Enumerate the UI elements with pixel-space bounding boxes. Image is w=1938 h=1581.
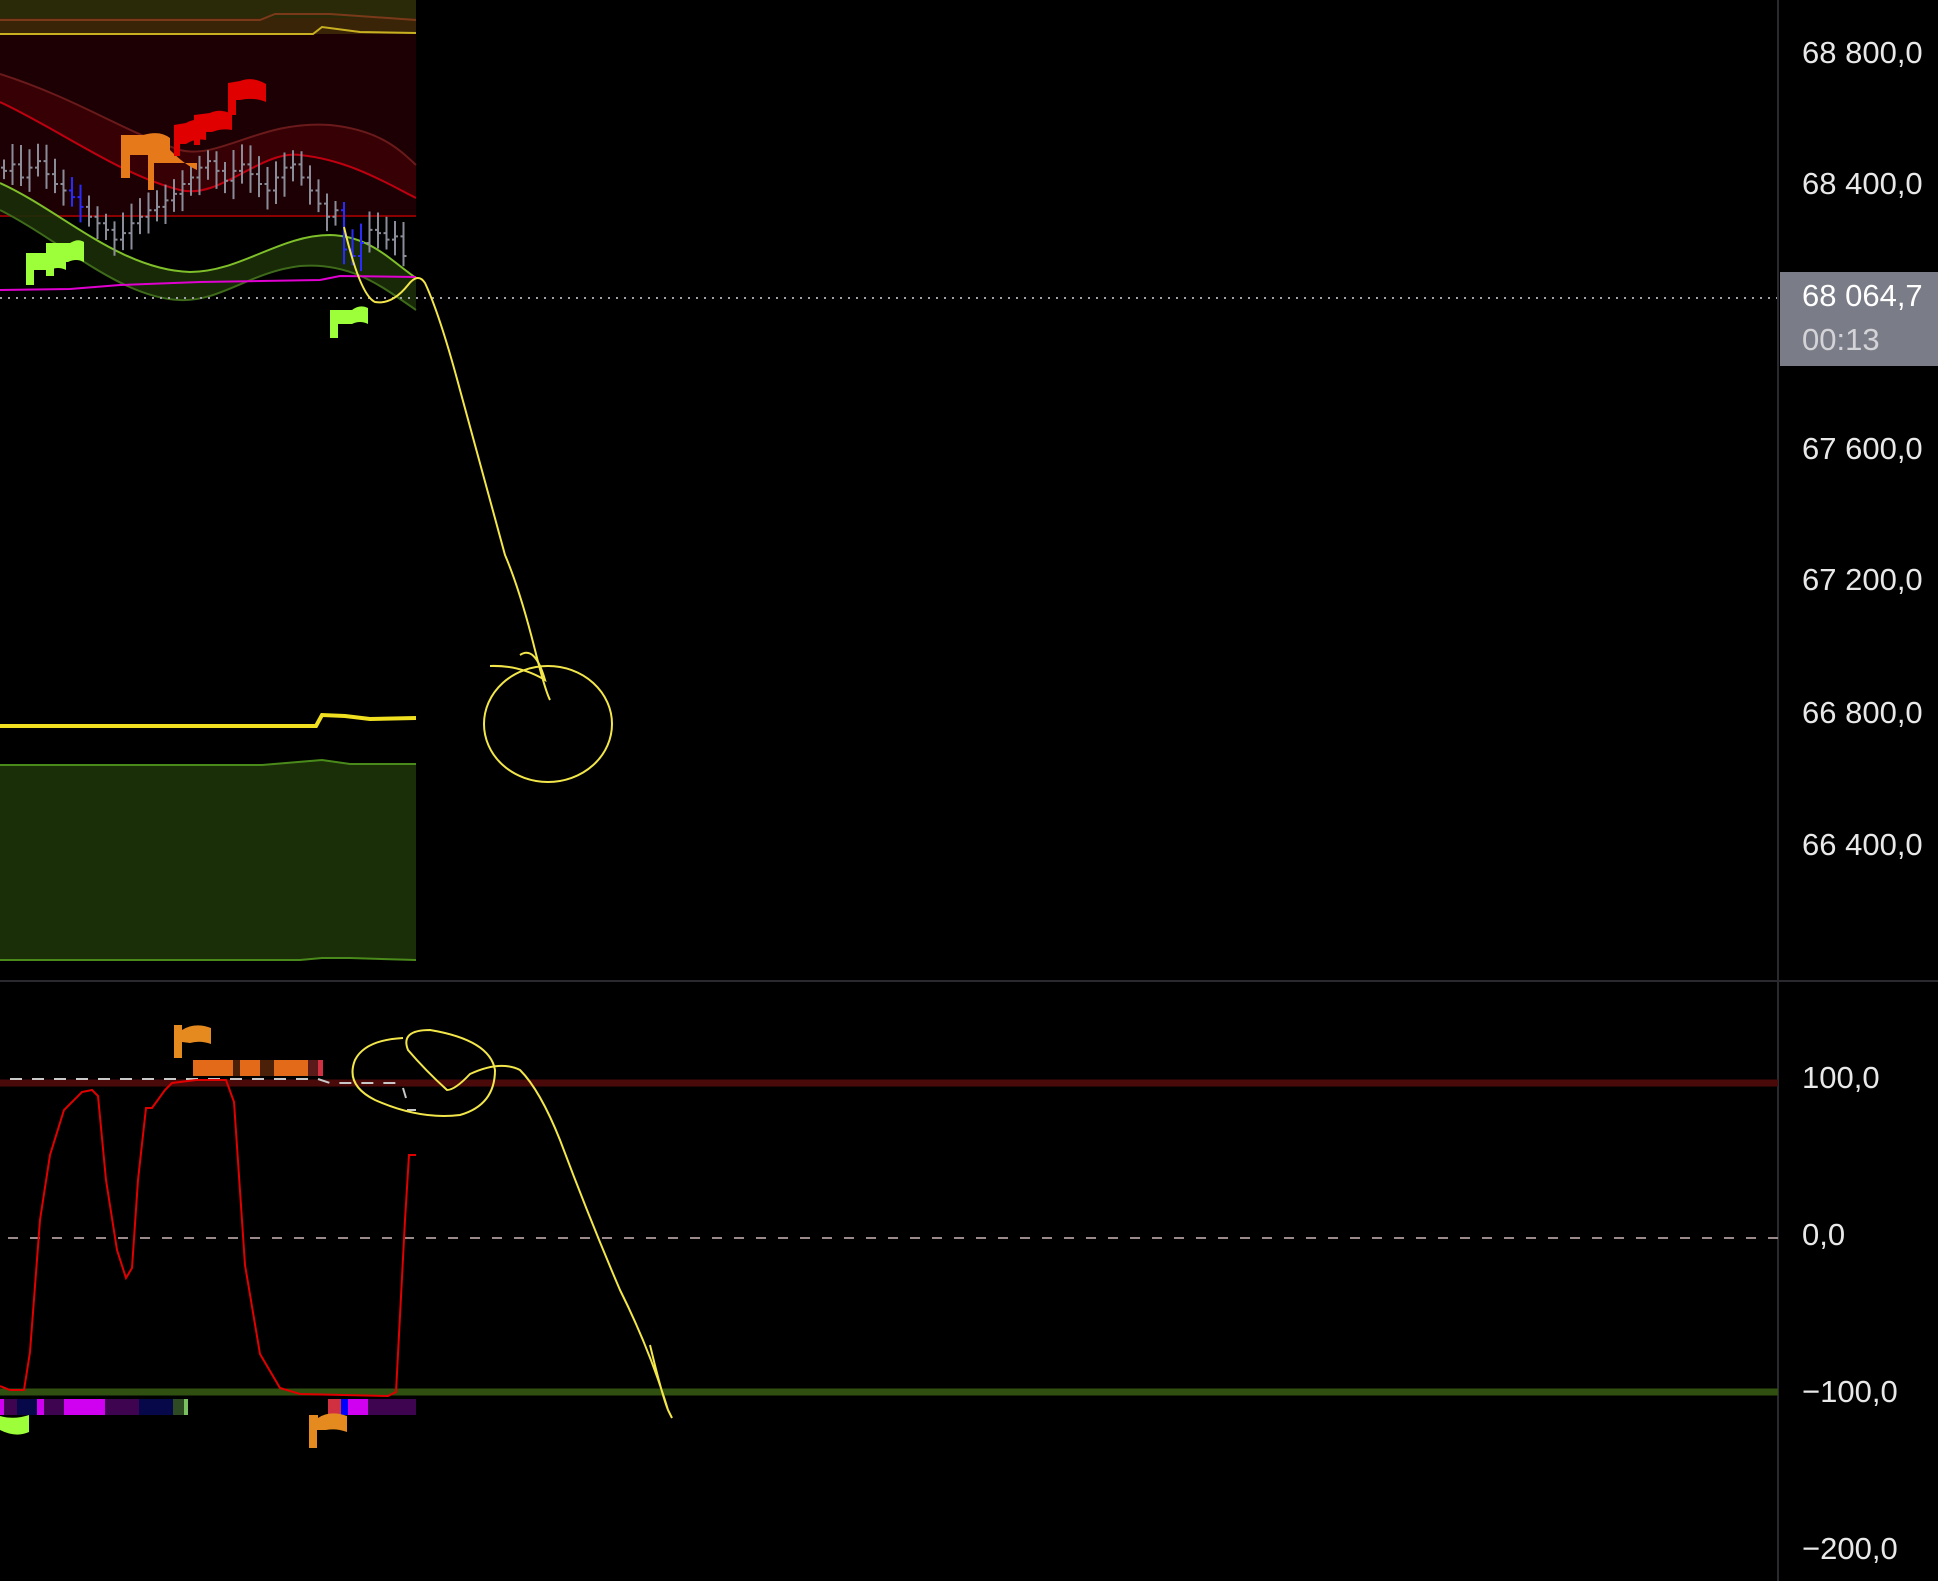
price-label: 68 800,0 xyxy=(1802,35,1923,70)
candle xyxy=(26,149,33,192)
oscillator-label: −200,0 xyxy=(1802,1531,1898,1566)
oscillator-label: −100,0 xyxy=(1802,1374,1898,1409)
oscillator-label: 0,0 xyxy=(1802,1217,1846,1252)
candle xyxy=(400,221,407,267)
candle xyxy=(86,195,92,227)
price-label: 68 400,0 xyxy=(1802,166,1923,201)
last-price-tag: 68 064,7 00:13 xyxy=(1780,272,1938,366)
candle xyxy=(307,165,313,205)
bear-flag-icon xyxy=(228,79,266,115)
oversold-bar xyxy=(0,1399,416,1415)
candle xyxy=(52,158,58,194)
candle xyxy=(247,145,254,193)
candle xyxy=(290,150,296,182)
price-label: 66 800,0 xyxy=(1802,695,1923,730)
candle xyxy=(154,190,160,222)
freehand-drawing-oscillator[interactable] xyxy=(351,1028,673,1419)
oscillator-pane xyxy=(0,1025,1778,1448)
candle xyxy=(315,179,322,213)
candle xyxy=(43,144,50,189)
candle xyxy=(35,143,41,177)
candle xyxy=(392,221,398,256)
candle xyxy=(179,170,186,212)
bull-flag-icon xyxy=(0,1415,29,1435)
warn-flag-icon xyxy=(121,133,197,190)
candle xyxy=(120,212,126,251)
candle xyxy=(375,212,381,249)
warn-flag-icon xyxy=(309,1413,347,1448)
price-candles xyxy=(1,143,407,272)
candle xyxy=(383,216,390,250)
candle xyxy=(9,144,16,185)
candle xyxy=(111,221,118,256)
candle xyxy=(60,169,67,206)
candle xyxy=(137,198,143,235)
last-price: 68 064,7 xyxy=(1802,278,1923,313)
candle xyxy=(94,206,101,240)
candle xyxy=(188,164,194,196)
candle xyxy=(205,150,211,180)
freehand-drawing[interactable] xyxy=(343,226,613,783)
price-label: 67 600,0 xyxy=(1802,431,1923,466)
candle xyxy=(273,161,279,204)
oscillator-label: 100,0 xyxy=(1802,1060,1880,1095)
candle xyxy=(69,177,75,207)
signal-flags xyxy=(26,79,368,338)
price-label: 66 400,0 xyxy=(1802,827,1923,862)
candle xyxy=(332,201,339,226)
candle xyxy=(77,184,84,223)
candle xyxy=(222,162,228,194)
candle xyxy=(264,166,271,210)
candle xyxy=(1,159,7,180)
candle xyxy=(366,211,373,253)
bear-flag-icon xyxy=(194,110,232,145)
candle xyxy=(196,155,203,196)
bull-flag-icon xyxy=(46,240,84,276)
oscillator-line xyxy=(0,1079,416,1398)
candle xyxy=(298,151,305,186)
candle xyxy=(230,149,237,200)
candle xyxy=(18,145,24,186)
candle xyxy=(128,203,135,250)
price-label: 67 200,0 xyxy=(1802,562,1923,597)
candle xyxy=(358,223,364,272)
warn-flag-icon xyxy=(174,1025,211,1058)
candle xyxy=(171,179,177,212)
candle xyxy=(256,156,262,198)
candle xyxy=(103,213,109,241)
bar-countdown: 00:13 xyxy=(1802,322,1880,357)
candle xyxy=(281,152,288,197)
candle xyxy=(341,202,347,265)
candle xyxy=(239,144,245,184)
candle xyxy=(162,184,169,224)
candle xyxy=(324,193,330,232)
candle xyxy=(213,151,220,189)
support-zone xyxy=(0,712,417,961)
overbought-bar xyxy=(193,1060,323,1076)
candle xyxy=(145,192,152,234)
bull-flag-icon xyxy=(330,306,368,338)
